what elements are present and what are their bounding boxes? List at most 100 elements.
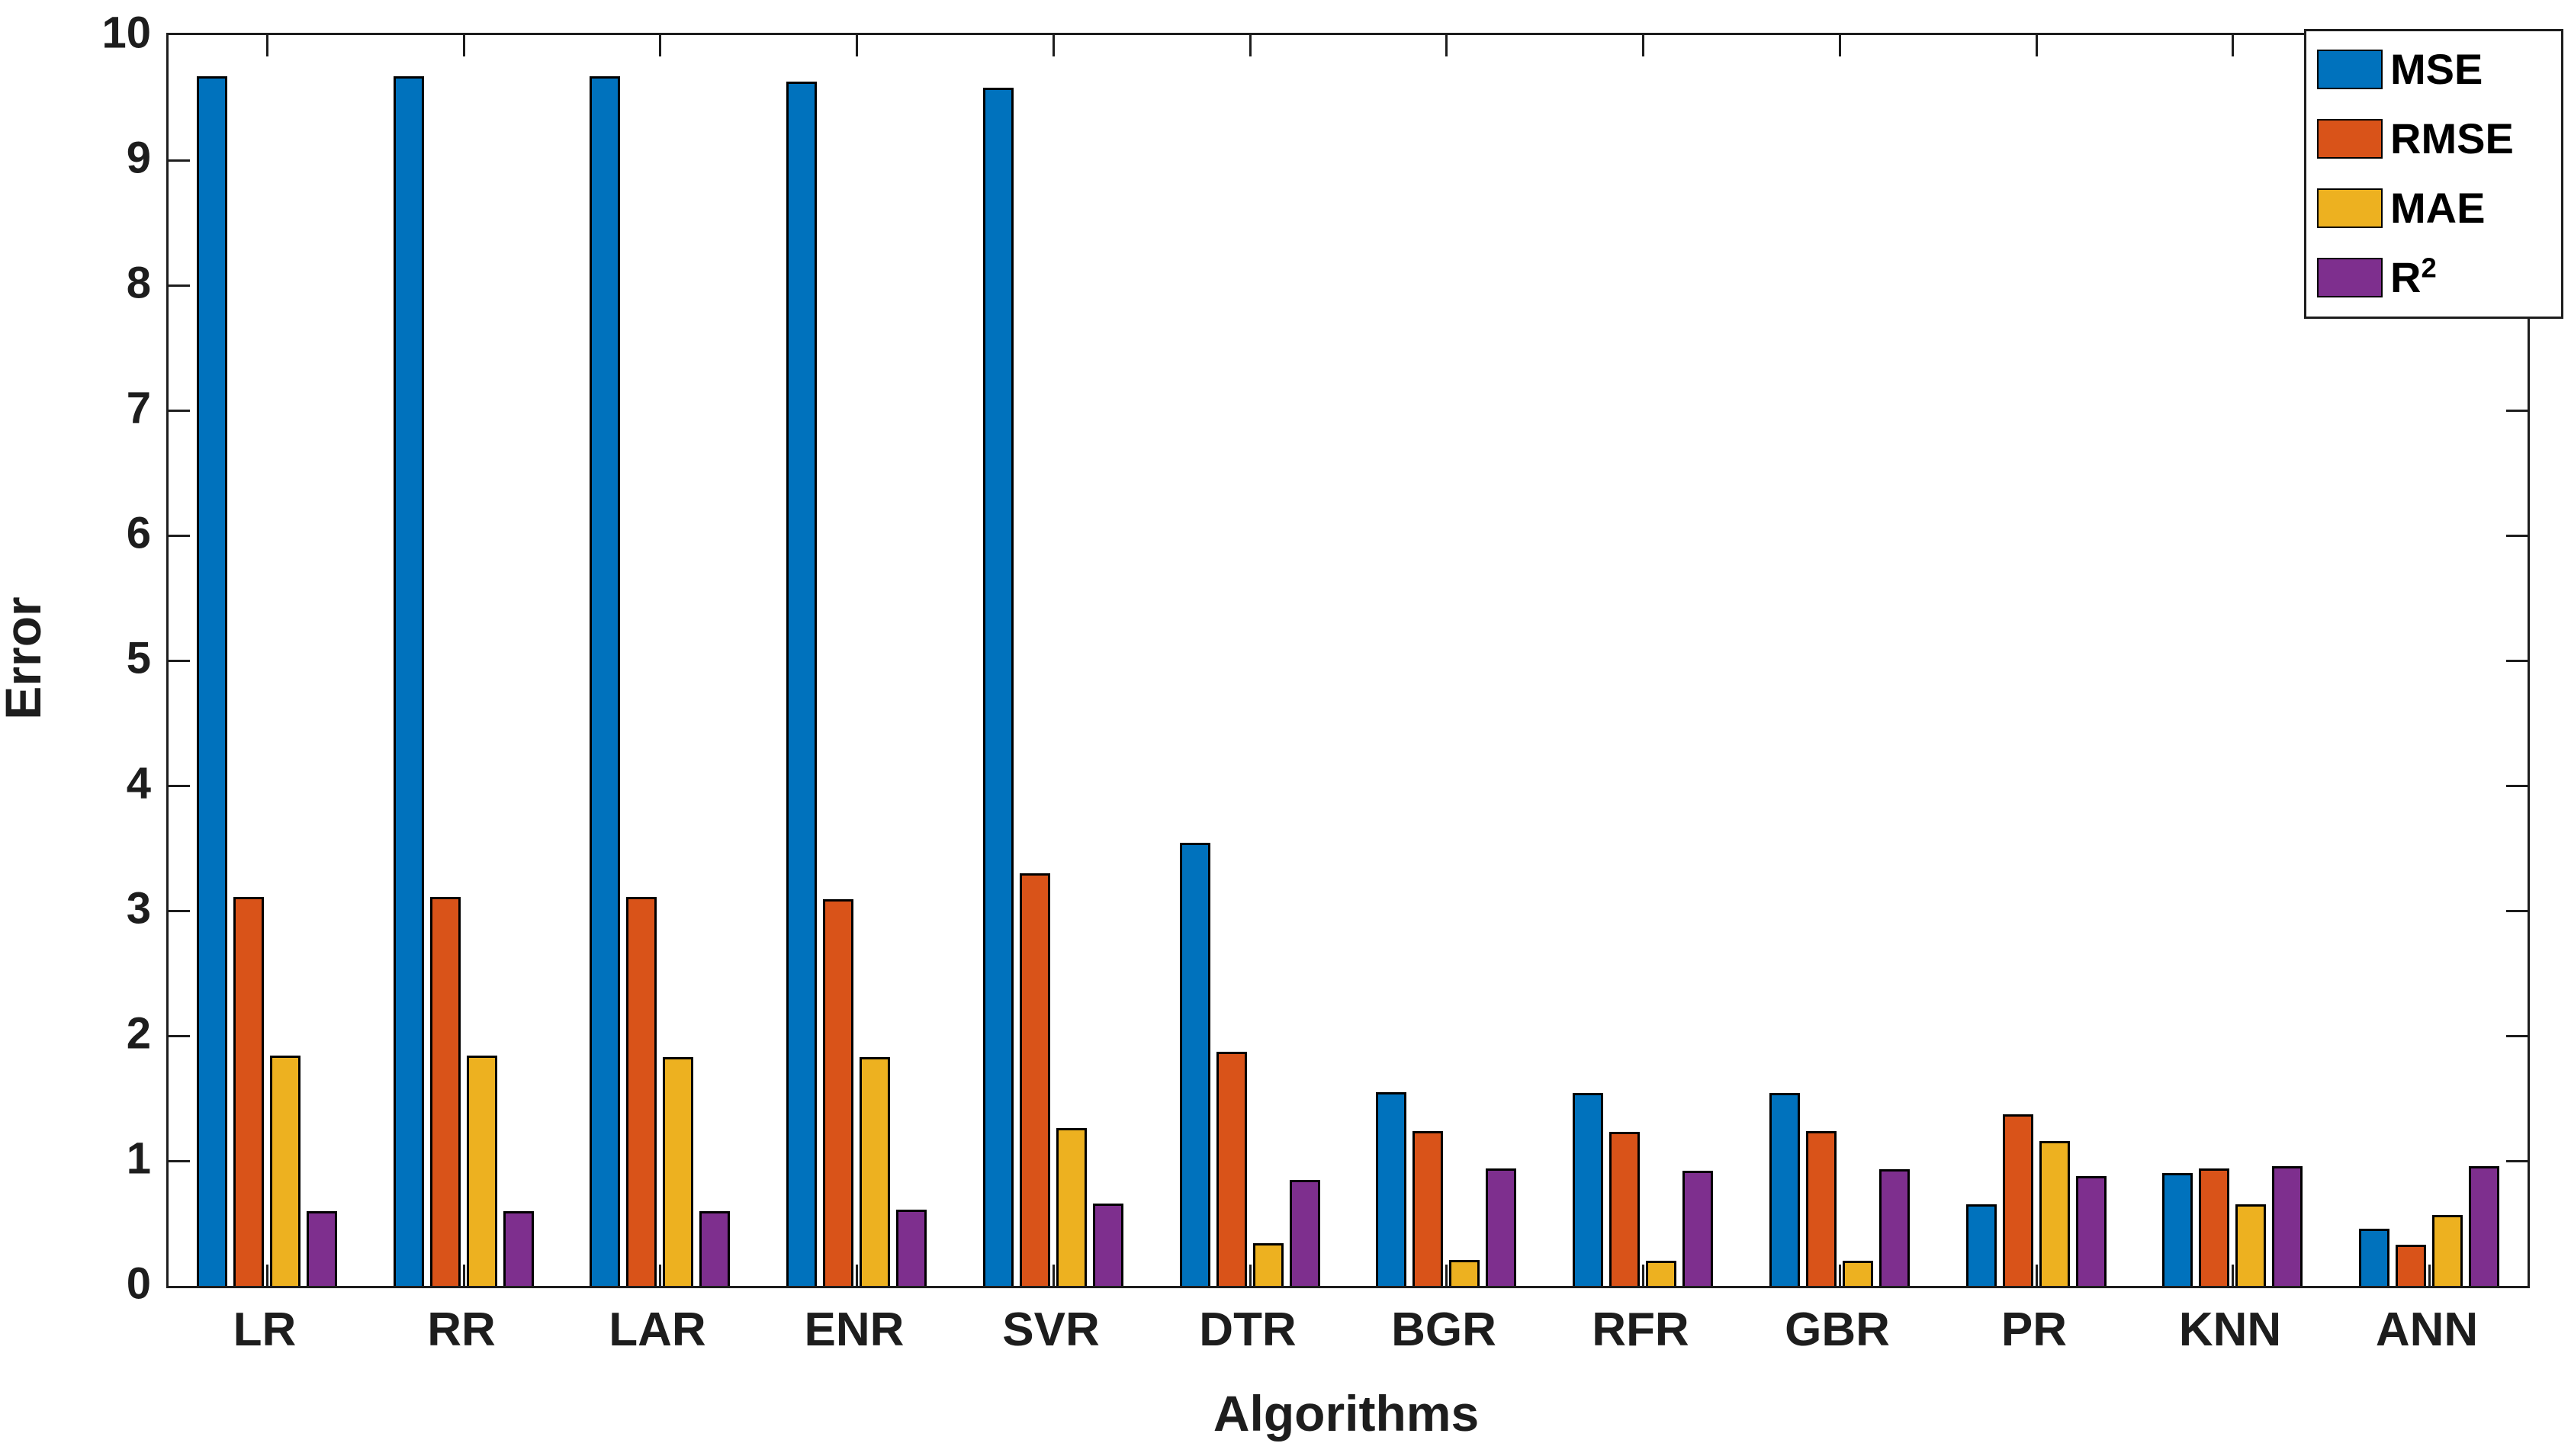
bar-R2-bgr bbox=[1486, 1168, 1516, 1286]
x-category-label-rfr: RFR bbox=[1592, 1303, 1689, 1356]
y-axis-label: Error bbox=[0, 596, 51, 720]
y-tick-label: 0 bbox=[126, 1258, 151, 1309]
x-axis-tick bbox=[1642, 1265, 1644, 1286]
bar-MSE-lar bbox=[590, 76, 620, 1286]
y-axis-tick bbox=[169, 910, 190, 912]
bar-MSE-svr bbox=[983, 88, 1014, 1286]
y-tick-label: 10 bbox=[101, 8, 151, 58]
bar-MSE-knn bbox=[2162, 1173, 2193, 1286]
bar-MAE-knn bbox=[2235, 1204, 2266, 1286]
legend-label: MAE bbox=[2390, 184, 2486, 232]
y-tick-label: 3 bbox=[126, 883, 151, 934]
x-axis-tick bbox=[463, 1265, 465, 1286]
x-axis-label: Algorithms bbox=[1213, 1385, 1480, 1442]
legend-box: MSE RMSE MAE R2 bbox=[2304, 29, 2563, 319]
legend-swatch-r2 bbox=[2317, 258, 2383, 297]
bar-RMSE-gbr bbox=[1806, 1131, 1837, 1286]
y-tick-label: 7 bbox=[126, 383, 151, 433]
y-tick-label: 5 bbox=[126, 633, 151, 683]
x-axis-tick bbox=[266, 35, 268, 56]
bar-RMSE-rfr bbox=[1609, 1132, 1640, 1286]
bar-R2-pr bbox=[2076, 1176, 2107, 1286]
bar-MSE-pr bbox=[1966, 1204, 1997, 1286]
x-axis-tick bbox=[1249, 1265, 1252, 1286]
y-axis-tick bbox=[169, 535, 190, 537]
bar-R2-enr bbox=[896, 1210, 927, 1286]
y-axis-tick bbox=[169, 159, 190, 162]
y-axis-tick bbox=[169, 1035, 190, 1037]
y-axis-tick bbox=[169, 284, 190, 287]
x-axis-tick bbox=[1053, 1265, 1055, 1286]
y-axis-tick bbox=[2506, 910, 2528, 912]
x-category-label-bgr: BGR bbox=[1391, 1303, 1496, 1356]
legend-label: R2 bbox=[2390, 252, 2437, 301]
bar-MSE-bgr bbox=[1376, 1092, 1406, 1286]
x-axis-tick bbox=[659, 35, 661, 56]
bar-MSE-lr bbox=[197, 76, 227, 1286]
y-tick-label: 8 bbox=[126, 258, 151, 308]
y-axis-tick bbox=[169, 410, 190, 412]
x-category-label-lr: LR bbox=[233, 1303, 297, 1356]
bar-R2-gbr bbox=[1879, 1169, 1910, 1286]
bar-RMSE-rr bbox=[430, 897, 461, 1286]
bar-RMSE-knn bbox=[2199, 1168, 2229, 1286]
x-category-label-enr: ENR bbox=[804, 1303, 905, 1356]
legend-swatch-rmse bbox=[2317, 119, 2383, 159]
bar-MSE-gbr bbox=[1769, 1093, 1800, 1286]
bar-MSE-rr bbox=[394, 76, 424, 1286]
bar-R2-rfr bbox=[1682, 1171, 1713, 1286]
legend-swatch-mse bbox=[2317, 50, 2383, 89]
x-category-label-dtr: DTR bbox=[1199, 1303, 1297, 1356]
y-tick-label: 4 bbox=[126, 758, 151, 808]
bar-R2-rr bbox=[503, 1211, 534, 1286]
y-axis-tick bbox=[169, 1160, 190, 1162]
x-axis-tick bbox=[1839, 35, 1841, 56]
legend-label: MSE bbox=[2390, 45, 2483, 93]
x-axis-tick bbox=[2036, 1265, 2038, 1286]
bar-R2-knn bbox=[2272, 1166, 2303, 1286]
x-axis-tick bbox=[1642, 35, 1644, 56]
x-category-label-svr: SVR bbox=[1002, 1303, 1100, 1356]
x-axis-tick bbox=[1445, 1265, 1448, 1286]
legend-entry-mse: MSE bbox=[2317, 47, 2483, 92]
y-axis-tick bbox=[169, 660, 190, 662]
bar-R2-lr bbox=[307, 1211, 337, 1286]
x-axis-tick bbox=[1249, 35, 1252, 56]
y-tick-label: 2 bbox=[126, 1008, 151, 1059]
bar-MAE-svr bbox=[1056, 1128, 1087, 1286]
legend-swatch-mae bbox=[2317, 188, 2383, 228]
bar-RMSE-dtr bbox=[1216, 1052, 1247, 1286]
x-axis-tick bbox=[856, 1265, 858, 1286]
x-axis-tick bbox=[1839, 1265, 1841, 1286]
y-axis-tick bbox=[2506, 660, 2528, 662]
bar-RMSE-lr bbox=[233, 897, 264, 1286]
bar-RMSE-svr bbox=[1020, 873, 1050, 1286]
bar-MAE-ann bbox=[2432, 1215, 2463, 1286]
x-category-label-rr: RR bbox=[427, 1303, 496, 1356]
bar-MAE-rfr bbox=[1646, 1261, 1676, 1286]
x-axis-tick bbox=[1445, 35, 1448, 56]
bar-MSE-enr bbox=[786, 82, 817, 1286]
x-axis-tick bbox=[856, 35, 858, 56]
x-category-label-lar: LAR bbox=[609, 1303, 706, 1356]
bar-MAE-enr bbox=[860, 1057, 890, 1286]
y-axis-tick bbox=[2506, 1160, 2528, 1162]
legend-entry-r2: R2 bbox=[2317, 252, 2437, 301]
x-category-label-pr: PR bbox=[2001, 1303, 2068, 1356]
bar-MAE-bgr bbox=[1449, 1260, 1480, 1286]
bar-MAE-dtr bbox=[1253, 1243, 1284, 1286]
x-axis-tick bbox=[659, 1265, 661, 1286]
bar-MAE-lr bbox=[270, 1056, 300, 1286]
x-axis-tick bbox=[1053, 35, 1055, 56]
bar-MSE-rfr bbox=[1573, 1093, 1603, 1286]
x-axis-tick bbox=[463, 35, 465, 56]
y-tick-label: 6 bbox=[126, 508, 151, 558]
x-axis-tick bbox=[2232, 1265, 2234, 1286]
y-axis-tick bbox=[2506, 410, 2528, 412]
legend-entry-mae: MAE bbox=[2317, 185, 2485, 231]
plot-area bbox=[166, 33, 2530, 1288]
x-category-label-gbr: GBR bbox=[1785, 1303, 1890, 1356]
bar-MAE-gbr bbox=[1843, 1261, 1873, 1286]
bar-RMSE-enr bbox=[823, 899, 853, 1286]
